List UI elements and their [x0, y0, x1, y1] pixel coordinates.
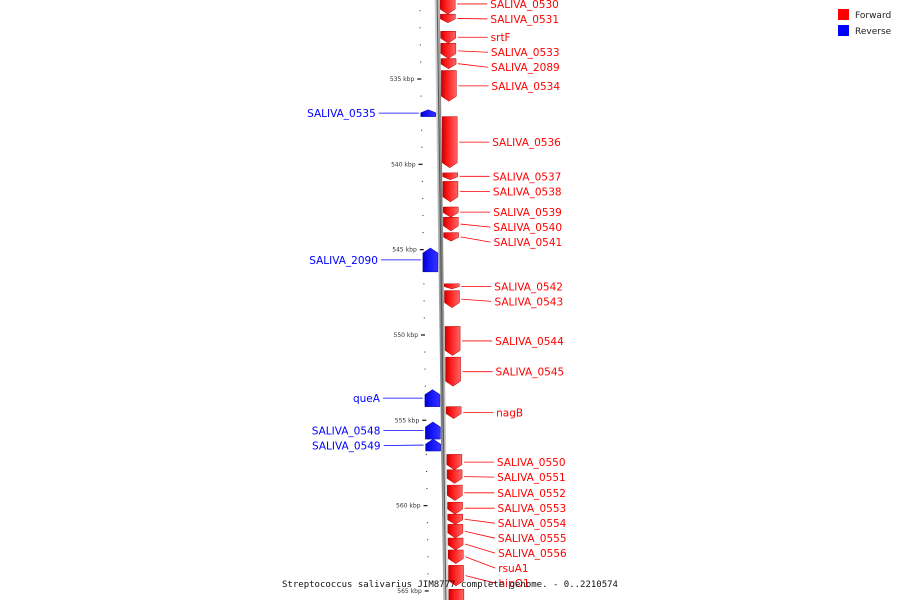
gene-label-saliva-0534[interactable]: SALIVA_0534 — [491, 81, 560, 93]
gene-saliva-0545[interactable] — [445, 356, 461, 387]
gene-saliva-0535[interactable] — [420, 109, 437, 117]
label-leader — [465, 556, 496, 569]
label-leader — [460, 236, 491, 243]
genome-backbone — [434, 0, 449, 600]
gene-saliva-2090[interactable] — [422, 247, 439, 273]
gene-saliva-0541[interactable] — [443, 232, 459, 242]
gene-srtf[interactable] — [440, 30, 456, 44]
gene-rsua1[interactable] — [448, 549, 464, 564]
gene-label-saliva-0551[interactable]: SALIVA_0551 — [497, 472, 566, 484]
gene-label-saliva-0539[interactable]: SALIVA_0539 — [493, 207, 562, 219]
label-leader — [458, 63, 489, 68]
gene-saliva-0536[interactable] — [441, 116, 458, 169]
gene-label-hipo1[interactable]: hipO1 — [499, 578, 530, 590]
label-leader — [460, 223, 491, 228]
major-tick-label: 550 kbp — [394, 332, 419, 339]
gene-label-saliva-0540[interactable]: SALIVA_0540 — [493, 222, 562, 234]
gene-label-saliva-0535[interactable]: SALIVA_0535 — [307, 108, 376, 120]
gene-label-saliva-0554[interactable]: SALIVA_0554 — [498, 518, 567, 530]
gene-label-nagb[interactable]: nagB — [496, 408, 523, 420]
gene-label-saliva-0543[interactable]: SALIVA_0543 — [494, 296, 563, 308]
gene-hipo1[interactable] — [448, 565, 464, 587]
major-tick-label: 565 kbp — [397, 588, 422, 595]
gene-label-saliva-0536[interactable]: SALIVA_0536 — [492, 137, 561, 149]
gene-saliva-2089[interactable] — [440, 58, 457, 70]
gene-label-saliva-0555[interactable]: SALIVA_0555 — [498, 533, 567, 545]
genome-title: Streptococcus salivarius JIM8777 complet… — [282, 580, 618, 590]
legend-reverse-label: Reverse — [855, 27, 892, 37]
label-leader — [464, 543, 496, 554]
gene-quea[interactable] — [424, 389, 441, 407]
gene-saliva-0543[interactable] — [444, 290, 460, 308]
gene-saliva-0533[interactable] — [440, 42, 457, 59]
major-tick-label: 540 kbp — [391, 161, 416, 168]
major-tick-label: 555 kbp — [395, 417, 420, 424]
label-leader — [461, 298, 492, 302]
gene-saliva-0540[interactable] — [443, 216, 459, 232]
gene-label-quea[interactable]: queA — [353, 393, 381, 405]
legend: Forward Reverse — [838, 9, 892, 37]
gene-labels: SALIVA_0530 SALIVA_0531 srtF SALIVA_0533 SAL… — [307, 0, 567, 590]
gene-label-rsua1[interactable]: rsuA1 — [498, 563, 528, 575]
legend-reverse-swatch — [838, 25, 849, 36]
label-leader — [464, 518, 495, 524]
gene-saliva-0548[interactable] — [425, 421, 441, 440]
label-leader — [457, 50, 488, 53]
gene-label-saliva-0544[interactable]: SALIVA_0544 — [495, 336, 564, 348]
gene-nagb[interactable] — [445, 406, 462, 419]
label-leader — [465, 575, 496, 584]
gene-label-saliva-0541[interactable]: SALIVA_0541 — [494, 237, 563, 249]
gene-saliva-0542[interactable] — [444, 283, 460, 290]
gene-saliva-0553[interactable] — [447, 501, 463, 515]
gene-saliva-0550[interactable] — [446, 454, 463, 471]
gene-label-saliva-2089[interactable]: SALIVA_2089 — [491, 62, 560, 74]
gene-label-saliva-0530[interactable]: SALIVA_0530 — [490, 0, 559, 11]
gene-label-saliva-0542[interactable]: SALIVA_0542 — [494, 281, 563, 293]
gene-label-saliva-0548[interactable]: SALIVA_0548 — [312, 426, 381, 438]
label-leader — [464, 530, 495, 539]
gene-saliva-0555[interactable] — [447, 524, 464, 539]
gene-label-saliva-0553[interactable]: SALIVA_0553 — [498, 503, 567, 515]
gene-saliva-0551[interactable] — [446, 469, 463, 484]
gene-saliva-0530[interactable] — [439, 0, 456, 15]
gene-saliva-0556[interactable] — [447, 537, 464, 551]
gene-label-saliva-0538[interactable]: SALIVA_0538 — [493, 187, 562, 199]
gene-saliva-0534[interactable] — [441, 70, 457, 102]
gene-label-saliva-0556[interactable]: SALIVA_0556 — [498, 548, 567, 560]
gene-label-saliva-0552[interactable]: SALIVA_0552 — [497, 488, 566, 500]
legend-forward-swatch — [838, 9, 849, 20]
gene-label-saliva-0545[interactable]: SALIVA_0545 — [496, 367, 565, 379]
gene-saliva-0531[interactable] — [440, 13, 456, 23]
gene-label-saliva-0550[interactable]: SALIVA_0550 — [497, 457, 566, 469]
gene-saliva-0539[interactable] — [442, 206, 459, 218]
gene-unnamed[interactable] — [448, 588, 465, 600]
gene-label-saliva-0549[interactable]: SALIVA_0549 — [312, 441, 381, 453]
gene-saliva-0544[interactable] — [444, 326, 461, 356]
gene-saliva-0552[interactable] — [447, 484, 463, 501]
gene-label-saliva-0537[interactable]: SALIVA_0537 — [493, 171, 562, 183]
major-tick-label: 535 kbp — [390, 76, 415, 83]
gene-saliva-0554[interactable] — [447, 513, 463, 525]
gene-saliva-0537[interactable] — [442, 172, 458, 180]
gene-saliva-0538[interactable] — [442, 181, 459, 203]
gene-saliva-0549[interactable] — [425, 438, 441, 452]
major-tick-label: 560 kbp — [396, 503, 421, 510]
backbone-core — [436, 0, 447, 600]
gene-label-saliva-2090[interactable]: SALIVA_2090 — [309, 255, 378, 267]
gene-label-srtf[interactable]: srtF — [491, 32, 511, 44]
legend-forward-label: Forward — [855, 11, 891, 21]
major-tick-label: 545 kbp — [392, 247, 417, 254]
gene-label-saliva-0533[interactable]: SALIVA_0533 — [491, 47, 560, 59]
gene-label-saliva-0531[interactable]: SALIVA_0531 — [490, 14, 559, 26]
gene-features — [420, 0, 465, 600]
